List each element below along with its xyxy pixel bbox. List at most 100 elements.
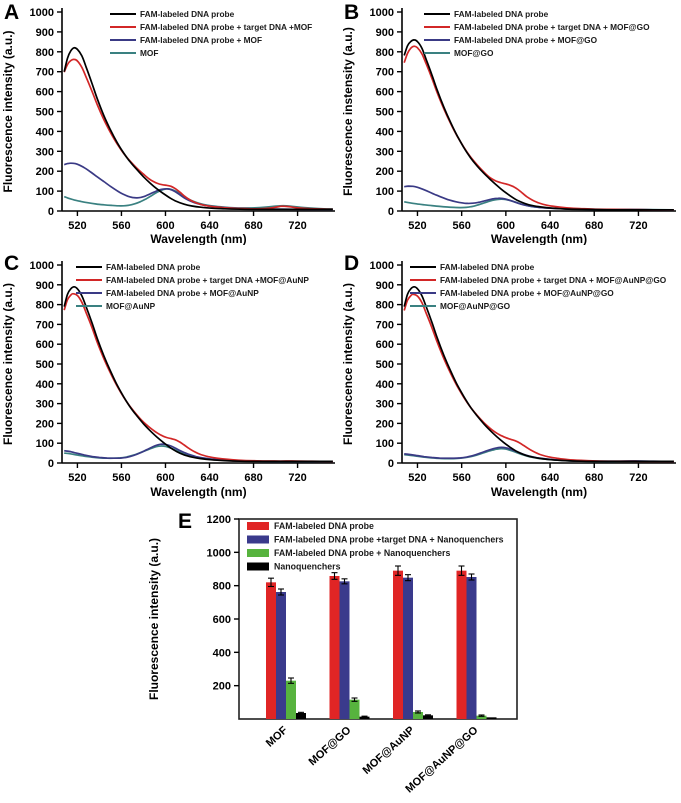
- panel-c: C 0 100 200 300 400 500 600 700 800 900 1000 520 560…: [0, 245, 340, 503]
- legend-label: MOF: [140, 48, 158, 58]
- x-tick-label: 560: [452, 472, 470, 484]
- legend-label: Nanoquenchers: [274, 562, 341, 572]
- legend-label: FAM-labeled DNA probe + target DNA + MOF…: [454, 22, 650, 32]
- series-line: [404, 447, 674, 463]
- x-tick-label: 600: [497, 472, 515, 484]
- bar: [423, 715, 433, 719]
- panel-a-label: A: [4, 1, 20, 24]
- legend-label: FAM-labeled DNA probe + MOF@AuNP: [106, 288, 259, 298]
- y-axis-title: Fluorescence intensity (a.u.): [147, 538, 161, 700]
- legend: FAM-labeled DNA probe FAM-labeled DNA pro…: [76, 262, 309, 311]
- legend-label: MOF@AuNP@GO: [440, 301, 511, 311]
- x-tick-label: 640: [541, 472, 559, 484]
- legend-label: FAM-labeled DNA probe: [454, 9, 549, 19]
- x-tick-label: 720: [288, 472, 306, 484]
- x-tick-label: 560: [112, 220, 130, 232]
- y-tick-label: 300: [376, 399, 394, 411]
- y-tick-label: 400: [376, 379, 394, 391]
- panel-d: D 0 100 200 300 400 500 600 700 800 900 1000 520 560…: [340, 245, 681, 503]
- series-line: [403, 45, 674, 211]
- y-tick-label: 800: [213, 581, 231, 593]
- x-tick-label: 520: [68, 220, 86, 232]
- series-line: [63, 285, 333, 463]
- legend-label: MOF@AuNP: [106, 301, 156, 311]
- series-lines: [63, 46, 333, 211]
- panel-d-chart: 0 100 200 300 400 500 600 700 800 900 1000 520 560 60…: [341, 260, 676, 499]
- x-tick-label: 680: [244, 220, 262, 232]
- plot-area: 0 100 200 300 400 500 600 700 800 900 1000 520 560 60…: [1, 260, 335, 499]
- series-line: [63, 46, 333, 211]
- plot-area: 0 100 200 300 400 500 600 700 800 900 1000 520 560 60…: [1, 7, 335, 245]
- bar: [403, 577, 413, 719]
- bar: [466, 577, 477, 719]
- y-tick-label: 0: [388, 458, 394, 470]
- legend-label: FAM-labeled DNA probe: [106, 262, 201, 272]
- legend-label: FAM-labeled DNA probe + target DNA +MOF: [140, 22, 312, 32]
- y-tick-label: 400: [36, 379, 54, 391]
- y-tick-label: 900: [376, 27, 394, 39]
- y-tick-label: 1000: [30, 260, 54, 272]
- x-axis-title: Wavelength (nm): [150, 232, 246, 245]
- series-line: [63, 58, 333, 211]
- y-tick-label: 500: [376, 359, 394, 371]
- panel-d-label: D: [344, 252, 360, 275]
- bar: [393, 570, 403, 719]
- legend-label: FAM-labeled DNA probe + MOF@AuNP@GO: [440, 288, 614, 298]
- bar: [476, 715, 487, 719]
- y-tick-label: 0: [388, 206, 394, 218]
- y-tick-label: 200: [376, 166, 394, 178]
- x-tick-label: 640: [200, 472, 218, 484]
- legend: FAM-labeled DNA probe FAM-labeled DNA pro…: [247, 521, 504, 572]
- y-tick-label: 600: [376, 87, 394, 99]
- y-tick-label: 100: [36, 438, 54, 450]
- bar: [359, 716, 370, 719]
- x-tick-label: 720: [629, 220, 647, 232]
- legend: FAM-labeled DNA probe FAM-labeled DNA pro…: [410, 262, 667, 311]
- x-axis-title: Wavelength (nm): [491, 232, 587, 245]
- panel-b-label: B: [344, 1, 360, 24]
- bar: [456, 570, 467, 719]
- x-tick-label: 680: [244, 472, 262, 484]
- panel-c-chart: 0 100 200 300 400 500 600 700 800 900 1000 520 560 60…: [1, 260, 335, 499]
- series-line: [403, 285, 674, 463]
- series-line: [63, 187, 333, 210]
- y-axis-title: Fluorescence intensity (a.u.): [1, 283, 15, 445]
- legend-swatch: [247, 549, 269, 557]
- y-tick-label: 1000: [370, 7, 394, 19]
- y-tick-label: 0: [48, 458, 54, 470]
- y-tick-label: 1000: [207, 547, 231, 559]
- y-tick-label: 700: [36, 67, 54, 79]
- plot-area: 0 100 200 300 400 500 600 700 800 900 1000 520 560 60…: [341, 260, 676, 499]
- y-tick-label: 800: [36, 47, 54, 59]
- y-tick-label: 700: [376, 319, 394, 331]
- y-tick-label: 500: [36, 359, 54, 371]
- legend-label: FAM-labeled DNA probe +target DNA + Nano…: [274, 535, 504, 545]
- y-tick-label: 600: [376, 339, 394, 351]
- x-tick-label: 560: [452, 220, 470, 232]
- y-tick-label: 100: [376, 186, 394, 198]
- series-lines: [403, 39, 674, 211]
- y-tick-label: 800: [376, 47, 394, 59]
- bar: [276, 592, 286, 719]
- y-tick-label: 1000: [30, 7, 54, 19]
- bar: [329, 576, 340, 719]
- y-tick-label: 200: [36, 166, 54, 178]
- x-tick-label: 720: [288, 220, 306, 232]
- bar: [266, 582, 276, 719]
- y-tick-label: 400: [36, 126, 54, 138]
- x-category-label: MOF: [264, 724, 290, 749]
- plot-area: 200 400 600 800 1000 1200 Fluorescence intensi…: [147, 514, 518, 795]
- legend-swatch: [247, 562, 269, 571]
- y-tick-label: 900: [36, 27, 54, 39]
- legend-label: FAM-labeled DNA probe + MOF@GO: [454, 35, 598, 45]
- legend-label: FAM-labeled DNA probe + target DNA + MOF…: [440, 275, 667, 285]
- x-category-label: MOF@GO: [307, 724, 354, 768]
- x-category-label: MOF@AuNP: [361, 724, 417, 776]
- bar: [413, 712, 423, 719]
- y-tick-label: 700: [376, 67, 394, 79]
- y-axis-title: Fluorescence intensity (a.u.): [1, 30, 15, 192]
- series-lines: [403, 285, 674, 463]
- legend-swatch: [247, 535, 269, 544]
- panel-b: B 0 100 200 300 400 500 600 700 800 900 1000 520 560…: [340, 0, 681, 245]
